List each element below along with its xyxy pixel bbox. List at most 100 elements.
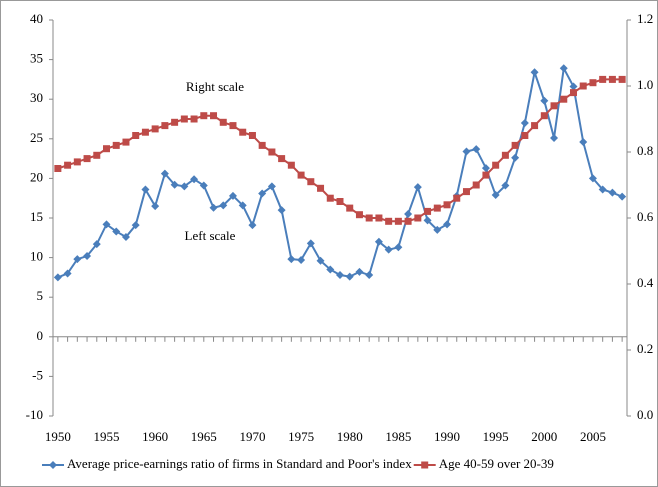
x-tick-label: 1955 (94, 429, 120, 444)
point (54, 165, 62, 172)
y2-tick-label: 1.0 (637, 77, 653, 92)
point (83, 155, 91, 163)
point (462, 147, 471, 156)
legend-item: Average price-earnings ratio of firms in… (42, 456, 412, 471)
point (63, 269, 72, 278)
point (394, 217, 402, 225)
point (569, 89, 577, 97)
point (482, 171, 490, 179)
point (589, 79, 597, 87)
point (472, 181, 480, 189)
y-tick-label: 20 (30, 169, 43, 184)
point (141, 128, 149, 136)
point (297, 171, 305, 179)
point (374, 237, 383, 246)
point (200, 112, 208, 120)
y2-tick-label: 0.6 (637, 209, 654, 224)
x-tick-label: 1985 (385, 429, 411, 444)
point (287, 255, 296, 264)
point (307, 178, 315, 186)
point (64, 161, 72, 169)
point (511, 153, 520, 162)
annotation: Right scale (186, 79, 244, 94)
x-tick-label: 1960 (142, 429, 168, 444)
point (219, 201, 228, 210)
point (287, 161, 295, 169)
point (569, 82, 578, 91)
legend-marker (49, 461, 57, 469)
point (355, 211, 363, 219)
y-tick-label: 30 (30, 90, 43, 105)
legend-label: Average price-earnings ratio of firms in… (67, 456, 412, 471)
point (365, 271, 374, 280)
annotation: Left scale (185, 228, 236, 243)
point (560, 95, 568, 103)
point (151, 125, 159, 133)
y2-tick-label: 0.0 (637, 407, 653, 422)
point (336, 271, 344, 280)
point (550, 134, 559, 143)
point (219, 118, 227, 126)
series (53, 64, 627, 282)
point (316, 256, 325, 265)
x-tick-label: 1965 (191, 429, 217, 444)
x-tick-label: 2000 (531, 429, 557, 444)
point (112, 227, 121, 236)
x-tick-label: 1975 (288, 429, 314, 444)
point (297, 255, 306, 264)
point (453, 194, 461, 202)
point (73, 158, 81, 166)
point (190, 175, 199, 184)
point (346, 204, 354, 212)
point (180, 182, 189, 191)
point (336, 198, 344, 205)
point (228, 191, 237, 200)
point (92, 240, 101, 249)
point (258, 189, 267, 198)
y-tick-label: 40 (30, 11, 43, 26)
series (54, 75, 626, 225)
y-tick-label: -10 (26, 407, 43, 422)
x-tick-label: 1950 (45, 429, 71, 444)
point (122, 138, 130, 146)
point (190, 115, 198, 123)
point (501, 181, 510, 190)
point (608, 75, 616, 83)
point (238, 201, 247, 210)
y-tick-label: 0 (37, 328, 44, 343)
point (161, 122, 169, 130)
point (511, 141, 519, 149)
point (199, 181, 208, 190)
point (102, 220, 111, 229)
point (73, 255, 82, 264)
point (326, 194, 334, 202)
point (103, 145, 111, 153)
y2-tick-label: 0.2 (637, 341, 653, 356)
point (443, 201, 451, 209)
y-tick-label: 25 (30, 130, 43, 145)
point (248, 221, 257, 230)
point (151, 202, 160, 211)
y2-tick-label: 0.8 (637, 143, 653, 158)
point (268, 148, 276, 156)
point (394, 243, 403, 252)
point (433, 225, 442, 234)
y-tick-label: -5 (32, 367, 43, 382)
y2-tick-label: 0.4 (637, 275, 654, 290)
point (501, 151, 509, 159)
point (248, 132, 256, 139)
legend-marker (421, 461, 429, 469)
legend-label: Age 40-59 over 20-39 (439, 456, 554, 471)
point (317, 184, 325, 192)
point (608, 188, 617, 197)
point (414, 214, 422, 222)
point (618, 75, 626, 83)
point (413, 183, 422, 192)
point (521, 132, 529, 139)
point (540, 112, 548, 120)
point (520, 118, 529, 127)
point (326, 265, 335, 274)
point (239, 128, 247, 136)
point (365, 214, 373, 222)
